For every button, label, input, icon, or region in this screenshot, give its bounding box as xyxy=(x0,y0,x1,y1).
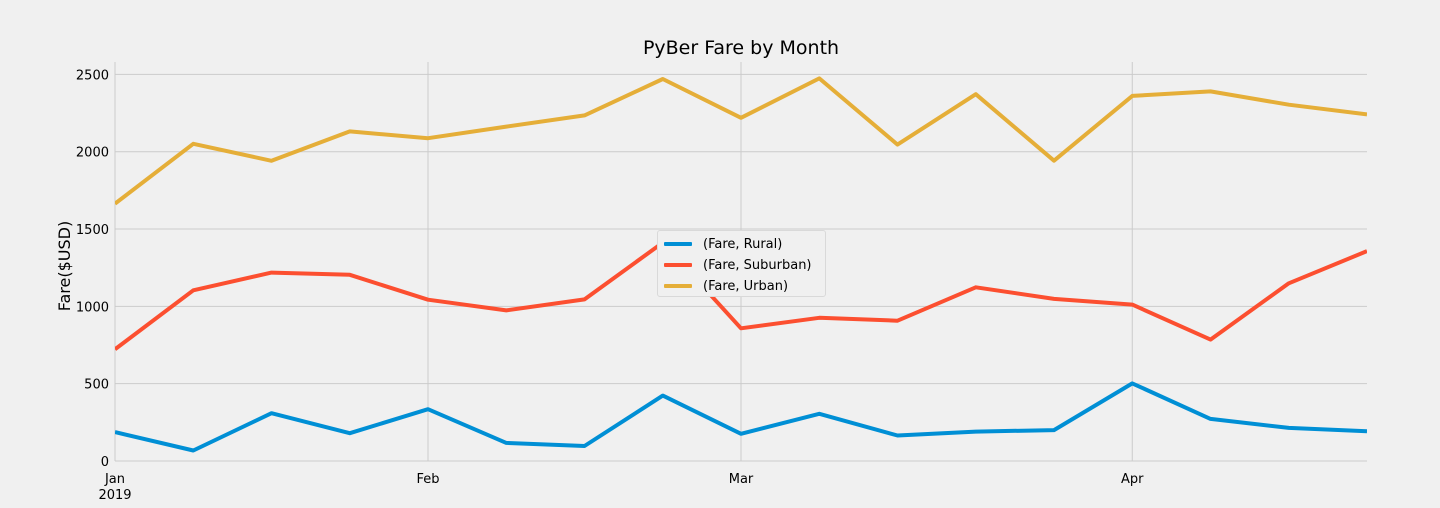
grid-layer xyxy=(114,62,1367,462)
legend-item-rural: (Fare, Rural) xyxy=(664,234,782,254)
legend-item-suburban: (Fare, Suburban) xyxy=(664,255,812,275)
x-tick-label: Feb xyxy=(416,472,439,487)
legend-swatch-urban xyxy=(664,284,692,288)
y-tick-label: 0 xyxy=(101,455,109,470)
series-line-suburban xyxy=(115,240,1367,351)
legend-label-urban: (Fare, Urban) xyxy=(703,278,789,294)
y-axis-label: Fare($USD) xyxy=(55,221,74,311)
x-tick-label: Mar xyxy=(729,472,754,487)
x-tick-label: Apr xyxy=(1121,472,1144,487)
legend-label-rural: (Fare, Rural) xyxy=(703,236,783,252)
x-tick-sublabel: 2019 xyxy=(98,488,131,503)
y-tick-label: 1000 xyxy=(76,300,109,315)
legend-swatch-rural xyxy=(664,242,692,246)
series-line-urban xyxy=(115,76,1367,206)
chart-title: PyBer Fare by Month xyxy=(643,37,839,59)
series-line-rural xyxy=(115,381,1367,453)
legend-swatch-suburban xyxy=(664,263,692,267)
series-layer xyxy=(115,76,1367,453)
legend: (Fare, Rural) (Fare, Suburban) (Fare, Ur… xyxy=(657,230,826,297)
legend-label-suburban: (Fare, Suburban) xyxy=(703,257,812,273)
y-tick-label: 500 xyxy=(84,378,109,393)
y-tick-label: 1500 xyxy=(76,223,109,238)
legend-item-urban: (Fare, Urban) xyxy=(664,276,788,296)
x-tick-label: Jan xyxy=(104,472,125,487)
y-tick-label: 2500 xyxy=(76,68,109,83)
y-tick-label: 2000 xyxy=(76,146,109,161)
